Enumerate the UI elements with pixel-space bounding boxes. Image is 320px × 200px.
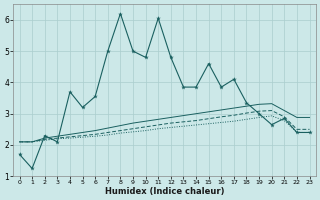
X-axis label: Humidex (Indice chaleur): Humidex (Indice chaleur) xyxy=(105,187,224,196)
